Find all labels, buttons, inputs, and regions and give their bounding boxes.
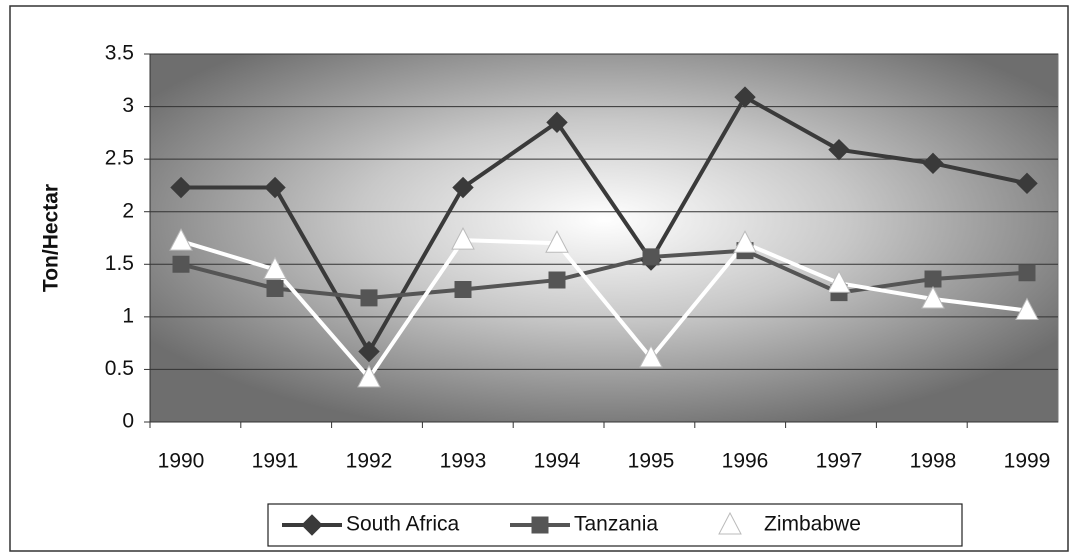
data-point [358, 340, 380, 363]
x-tick-label: 1995 [628, 450, 675, 473]
data-point [264, 176, 286, 199]
data-point [357, 364, 381, 388]
legend-marker [718, 511, 742, 535]
series-line [181, 94, 1028, 356]
data-point [546, 111, 568, 134]
data-point [1018, 264, 1036, 282]
data-point [172, 255, 190, 273]
x-tick-label: 1997 [816, 450, 863, 473]
data-point [266, 279, 284, 297]
data-point [922, 152, 944, 175]
legend-marker [301, 514, 323, 536]
y-tick-label: 1 [122, 304, 134, 327]
y-tick-label: 3.5 [105, 42, 134, 65]
x-tick-label: 1993 [440, 450, 487, 473]
data-point [545, 230, 569, 253]
series-line [180, 238, 1028, 382]
legend-label: Tanzania [574, 513, 658, 536]
x-tick-label: 1990 [158, 450, 205, 473]
data-point [921, 285, 945, 309]
data-point [1016, 172, 1038, 195]
data-point [642, 248, 660, 266]
y-tick-label: 1.5 [105, 252, 134, 275]
data-point [827, 270, 851, 293]
data-point [452, 176, 474, 199]
x-tick-label: 1994 [534, 450, 581, 473]
x-tick-label: 1999 [1004, 450, 1051, 473]
legend-label: South Africa [346, 513, 460, 536]
y-tick-label: 0.5 [105, 357, 134, 380]
plot-background [149, 53, 1059, 423]
data-point [170, 176, 192, 199]
y-tick-label: 2.5 [105, 147, 134, 170]
data-point [548, 271, 566, 289]
data-point [1015, 297, 1039, 321]
y-tick-label: 0 [122, 410, 134, 433]
data-point [360, 289, 378, 307]
data-point [733, 230, 757, 253]
x-tick-label: 1996 [722, 450, 769, 473]
x-tick-label: 1991 [252, 450, 299, 473]
data-point [169, 228, 193, 251]
y-tick-label: 3 [122, 94, 134, 117]
data-point [454, 281, 472, 299]
legend [267, 503, 963, 547]
legend-marker [531, 516, 549, 534]
series-line [180, 248, 1028, 300]
legend-label: Zimbabwe [764, 513, 861, 536]
data-point [924, 270, 942, 288]
data-point [263, 256, 287, 280]
x-tick-label: 1998 [910, 450, 957, 473]
x-tick-label: 1992 [346, 450, 393, 473]
data-point [639, 344, 663, 368]
y-axis-label: Ton/Hectar [40, 184, 63, 292]
y-tick-label: 2 [122, 199, 134, 222]
data-point [828, 138, 850, 161]
data-point [451, 227, 475, 250]
data-point [734, 86, 756, 108]
